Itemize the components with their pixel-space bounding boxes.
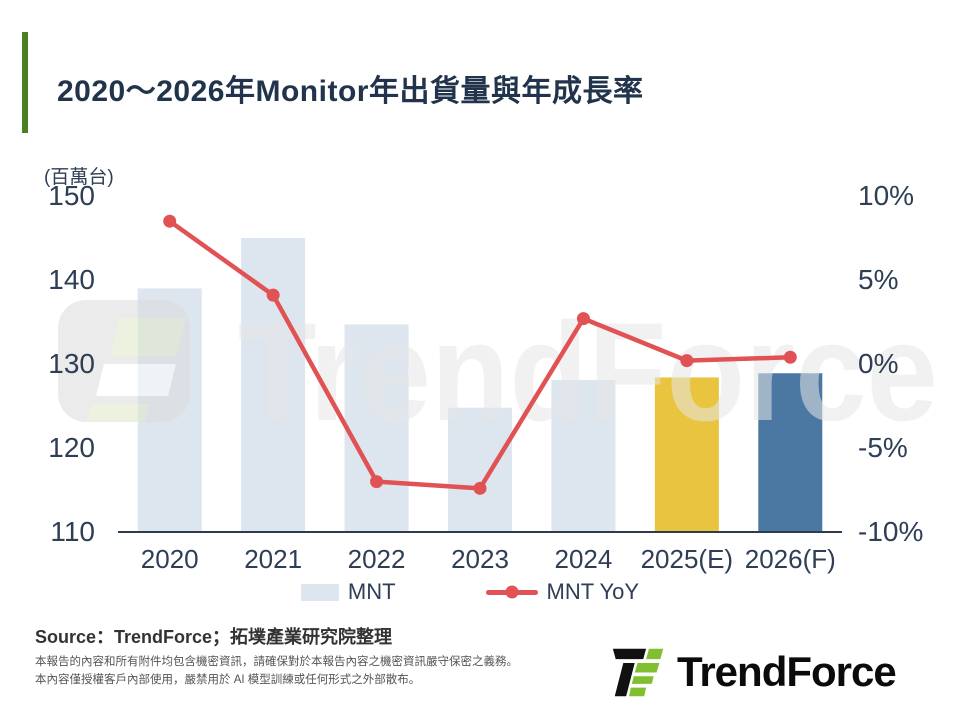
yoy-point-2024 bbox=[576, 312, 590, 326]
x-label-2026(F): 2026(F) bbox=[745, 544, 836, 574]
title-accent-bar bbox=[22, 32, 28, 133]
trendforce-watermark: TrendForce bbox=[58, 293, 938, 450]
x-label-2020: 2020 bbox=[141, 544, 199, 574]
trendforce-logo-icon bbox=[612, 648, 664, 697]
left-tick-110: 110 bbox=[50, 516, 95, 547]
right-tick-10: 10% bbox=[858, 180, 914, 211]
line-layer bbox=[163, 214, 797, 495]
yoy-point-2021 bbox=[266, 288, 280, 302]
bar-2021 bbox=[241, 238, 306, 532]
bar-2024 bbox=[551, 379, 616, 532]
disclaimer-line-1: 本報告的內容和所有附件均包含機密資訊，請確保對於本報告內容之機密資訊嚴守保密之義… bbox=[35, 656, 518, 668]
disclaimer-text: 本報告的內容和所有附件均包含機密資訊，請確保對於本報告內容之機密資訊嚴守保密之義… bbox=[35, 653, 518, 690]
legend-label-mnt-yoy: MNT YoY bbox=[546, 579, 640, 604]
yoy-point-2020 bbox=[163, 214, 177, 228]
x-label-2021: 2021 bbox=[244, 544, 302, 574]
axis-layer: 150 140 130 120 110 10% 5% 0% -5% -10% 2020 2021 202… bbox=[48, 180, 923, 574]
yoy-point-2022 bbox=[370, 475, 384, 489]
legend-item-mnt: MNT bbox=[300, 579, 396, 605]
page-title: 2020～2026年Monitor年出貨量與年成長率 bbox=[57, 75, 644, 108]
trendforce-logo: TrendForce bbox=[610, 643, 897, 700]
right-tick-0: 0% bbox=[858, 348, 898, 379]
bar-2022 bbox=[344, 324, 409, 532]
right-tick--5: -5% bbox=[858, 432, 908, 463]
legend-swatch-mnt bbox=[300, 583, 339, 601]
x-label-2024: 2024 bbox=[555, 544, 613, 574]
y-axis-unit-label: (百萬台) bbox=[44, 167, 114, 188]
bar-2025(E) bbox=[654, 377, 719, 532]
trendforce-logo-text: TrendForce bbox=[677, 647, 897, 695]
left-tick-120: 120 bbox=[48, 432, 95, 463]
yoy-point-2026(F) bbox=[783, 350, 797, 364]
chart-legend: MNT MNT YoY bbox=[0, 579, 940, 605]
bar-2023 bbox=[448, 407, 512, 532]
disclaimer-line-2: 本內容僅授權客戶內部使用，嚴禁用於 AI 模型訓練或任何形式之外部散布。 bbox=[35, 674, 421, 687]
yoy-point-2023 bbox=[473, 481, 487, 495]
source-line: Source：TrendForce；拓墣產業研究院整理 bbox=[35, 627, 393, 647]
bar-2026(F) bbox=[758, 373, 823, 532]
left-tick-130: 130 bbox=[48, 348, 95, 379]
left-tick-140: 140 bbox=[48, 264, 95, 295]
x-label-2025(E): 2025(E) bbox=[641, 544, 734, 574]
x-label-2022: 2022 bbox=[348, 544, 406, 574]
legend-item-mnt-yoy: MNT YoY bbox=[485, 579, 640, 605]
watermark-logo-icon bbox=[58, 300, 190, 422]
left-tick-150: 150 bbox=[48, 180, 95, 211]
right-tick-5: 5% bbox=[858, 264, 898, 295]
legend-line-swatch-mnt-yoy bbox=[485, 585, 538, 599]
legend-label-mnt: MNT bbox=[347, 579, 396, 604]
legend-line-dot bbox=[505, 585, 519, 599]
shipment-chart: TrendForce 150 140 130 120 110 10% 5% 0% -5% -10%… bbox=[48, 180, 938, 574]
yoy-point-2025(E) bbox=[680, 354, 694, 368]
x-label-2023: 2023 bbox=[451, 544, 509, 574]
right-tick--10: -10% bbox=[858, 516, 923, 547]
